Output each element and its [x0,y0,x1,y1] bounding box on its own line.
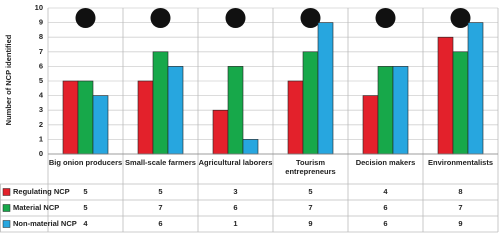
icon [450,8,471,28]
table-cell: 9 [308,219,312,228]
table-cell: 9 [458,219,462,228]
bar [152,51,169,155]
bar [452,51,469,155]
x-label-box: Small-scale farmers [125,158,196,167]
table-cell: 6 [158,219,162,228]
legend-label: Material NCP [13,203,59,212]
y-tick-label: 4 [39,91,44,100]
table-cell: 4 [383,187,388,196]
x-tick-label: Tourism entrepreneurs [285,158,336,176]
y-tick-label: 0 [39,149,43,158]
icon [300,8,321,28]
table-cell: 6 [233,203,237,212]
table-cell: 3 [233,187,237,196]
bar [377,66,394,155]
x-label-box: Environmentalists [427,158,494,167]
bar [362,95,379,155]
legend-label: Regulating NCP [13,187,70,196]
x-label-box: Agricultural laborers [198,158,273,167]
x-tick-label: Decision makers [355,158,416,167]
x-label-box: Big onion producers [48,158,123,167]
table-cell: 5 [158,187,162,196]
legend-swatch [2,188,11,196]
table-cell: 7 [458,203,462,212]
x-tick-label: Small-scale farmers [125,158,196,167]
table-cell: 5 [308,187,312,196]
bar [77,80,94,155]
table-cell: 5 [83,187,87,196]
bar [302,51,319,155]
bar [242,139,259,155]
icon [225,8,246,28]
y-axis-label: Number of NCP identified [4,34,13,125]
y-tick-label: 6 [39,61,43,70]
icon [375,8,396,28]
icon [75,8,96,28]
bar [287,80,304,155]
table-cell: 7 [158,203,162,212]
bar [62,80,79,155]
legend-swatch [2,220,11,228]
y-tick-label: 7 [39,47,43,56]
table-cell: 1 [233,219,237,228]
table-cell: 7 [308,203,312,212]
y-tick-label: 9 [39,18,43,27]
bar [467,22,484,155]
x-tick-label: Big onion producers [48,158,123,167]
y-tick-label: 1 [39,134,43,143]
y-tick-label: 3 [39,105,43,114]
x-label-box: Decision makers [355,158,416,167]
bar [212,109,229,155]
x-tick-label: Environmentalists [427,158,494,167]
table-cell: 5 [83,203,87,212]
bar [227,66,244,155]
bar [317,22,334,155]
bar [437,36,454,155]
legend-swatch [2,204,11,212]
table-cell: 6 [383,219,387,228]
x-label-box: Tourism entrepreneurs [285,158,336,176]
bar [392,66,409,155]
bar [92,95,109,155]
y-tick-label: 10 [35,3,43,12]
table-cell: 4 [83,219,88,228]
table-cell: 6 [383,203,387,212]
x-tick-label: Agricultural laborers [198,158,273,167]
bar [137,80,154,155]
y-tick-label: 8 [39,32,43,41]
y-tick-label: 2 [39,120,43,129]
table-cell: 8 [458,187,462,196]
legend-label: Non-material NCP [13,219,77,228]
icon [150,8,171,28]
y-tick-label: 5 [39,76,43,85]
bar [167,66,184,155]
